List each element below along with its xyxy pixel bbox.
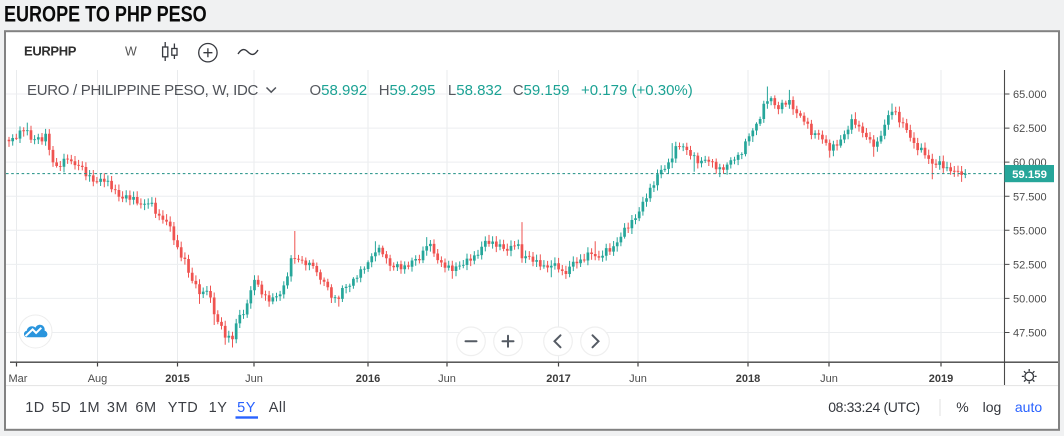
svg-text:5Y: 5Y xyxy=(237,400,256,416)
svg-text:1Y: 1Y xyxy=(209,400,228,416)
svg-text:EURO / PHILIPPINE PESO, W, IDC: EURO / PHILIPPINE PESO, W, IDC xyxy=(27,82,259,99)
svg-text:5D: 5D xyxy=(52,400,72,416)
svg-text:3M: 3M xyxy=(107,400,128,416)
svg-text:57.500: 57.500 xyxy=(1013,191,1047,203)
svg-text:59.159: 59.159 xyxy=(1012,169,1047,181)
svg-text:50.000: 50.000 xyxy=(1013,294,1047,306)
svg-text:+0.179 (+0.30%): +0.179 (+0.30%) xyxy=(581,82,693,99)
svg-text:47.500: 47.500 xyxy=(1013,328,1047,340)
svg-text:1D: 1D xyxy=(25,400,45,416)
svg-text:auto: auto xyxy=(1015,399,1042,415)
svg-text:L58.832: L58.832 xyxy=(448,82,502,99)
svg-text:65.000: 65.000 xyxy=(1013,89,1047,101)
svg-text:Jun: Jun xyxy=(245,373,263,385)
svg-text:55.000: 55.000 xyxy=(1013,225,1047,237)
svg-text:62.500: 62.500 xyxy=(1013,123,1047,135)
svg-text:Mar: Mar xyxy=(9,373,28,385)
svg-text:6M: 6M xyxy=(135,400,156,416)
svg-text:Aug: Aug xyxy=(88,373,108,385)
svg-text:W: W xyxy=(125,45,137,59)
svg-text:2017: 2017 xyxy=(546,373,570,385)
svg-text:O58.992: O58.992 xyxy=(310,82,368,99)
svg-text:2015: 2015 xyxy=(165,373,189,385)
svg-text:2018: 2018 xyxy=(736,373,760,385)
svg-text:52.500: 52.500 xyxy=(1013,260,1047,272)
svg-text:Jun: Jun xyxy=(438,373,456,385)
svg-text:YTD: YTD xyxy=(168,400,199,416)
svg-text:1M: 1M xyxy=(79,400,100,416)
svg-text:EUROPE TO PHP PESO: EUROPE TO PHP PESO xyxy=(4,3,207,27)
svg-text:08:33:24 (UTC): 08:33:24 (UTC) xyxy=(828,399,920,415)
svg-text:All: All xyxy=(269,400,287,416)
svg-text:EURPHP: EURPHP xyxy=(24,44,77,59)
svg-text:2019: 2019 xyxy=(929,373,953,385)
svg-text:%: % xyxy=(956,399,968,415)
svg-text:log: log xyxy=(983,399,1002,415)
svg-text:Jun: Jun xyxy=(820,373,838,385)
svg-text:C59.159: C59.159 xyxy=(513,82,570,99)
svg-text:Jun: Jun xyxy=(629,373,647,385)
svg-text:H59.295: H59.295 xyxy=(379,82,436,99)
svg-text:2016: 2016 xyxy=(356,373,380,385)
